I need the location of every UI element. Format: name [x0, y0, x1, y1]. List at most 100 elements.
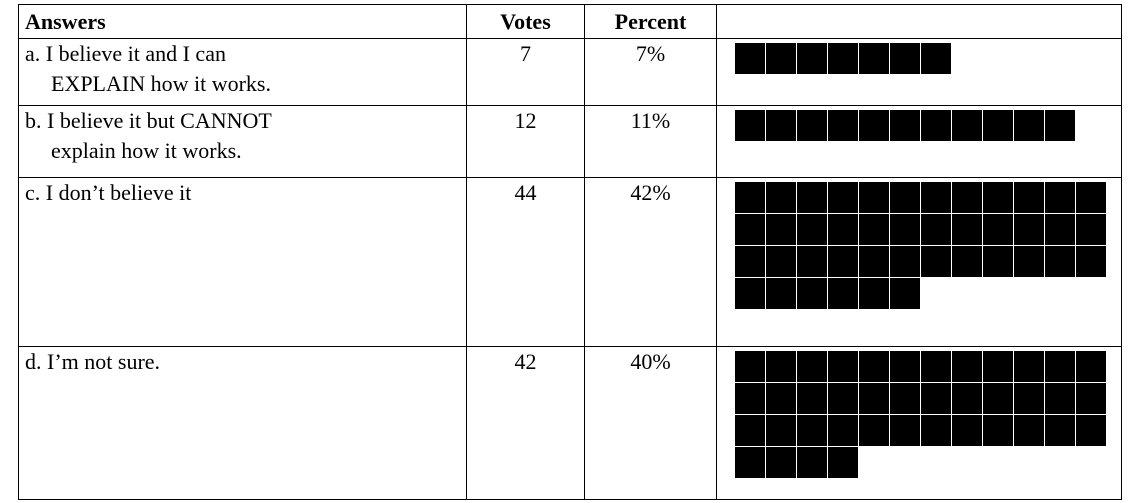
block [1076, 214, 1106, 245]
bar-cell [716, 346, 1122, 500]
block [797, 246, 827, 277]
answer-cell: b. I believe it but CANNOT explain how it… [18, 105, 467, 178]
block [828, 43, 858, 74]
block [766, 278, 796, 309]
block [952, 110, 982, 141]
results-table: Answers Votes Percent a. I believe it an… [18, 4, 1122, 500]
block [983, 110, 1013, 141]
block [890, 278, 920, 309]
block-group [735, 182, 1106, 309]
block [1014, 415, 1044, 446]
table-row: d. I’m not sure. 42 40% [18, 346, 1122, 500]
block [859, 351, 889, 382]
block [921, 214, 951, 245]
block [859, 214, 889, 245]
block [890, 415, 920, 446]
block [859, 383, 889, 414]
votes-cell: 12 [466, 105, 585, 178]
answer-cell: a. I believe it and I can EXPLAIN how it … [18, 38, 467, 106]
block [828, 415, 858, 446]
block [828, 278, 858, 309]
block [1076, 182, 1106, 213]
block [890, 110, 920, 141]
block [1014, 351, 1044, 382]
block [859, 43, 889, 74]
block [921, 246, 951, 277]
block [921, 182, 951, 213]
block [1014, 383, 1044, 414]
block [828, 447, 858, 478]
block [797, 383, 827, 414]
block [1076, 351, 1106, 382]
block [766, 383, 796, 414]
block [797, 214, 827, 245]
block [735, 383, 765, 414]
block-group [735, 110, 1075, 141]
block [1045, 383, 1075, 414]
block [766, 447, 796, 478]
percent-cell: 42% [584, 177, 717, 347]
answer-line: EXPLAIN how it works. [51, 71, 271, 96]
block [890, 43, 920, 74]
block [766, 214, 796, 245]
block [828, 383, 858, 414]
header-row: Answers Votes Percent [18, 4, 1122, 39]
block [797, 110, 827, 141]
block [1045, 110, 1075, 141]
block [735, 214, 765, 245]
block [1045, 214, 1075, 245]
answer-line: c. I don’t believe it [25, 180, 192, 205]
block [983, 214, 1013, 245]
block [766, 246, 796, 277]
block [735, 182, 765, 213]
block [828, 246, 858, 277]
block [735, 351, 765, 382]
block [1076, 415, 1106, 446]
votes-cell: 7 [466, 38, 585, 106]
table-row: c. I don’t believe it 44 42% [18, 177, 1122, 347]
bar-blocks [735, 110, 1075, 141]
header-cell: Votes [466, 4, 585, 39]
block [952, 351, 982, 382]
answer-line: a. I believe it and I can [25, 41, 226, 66]
block [1014, 214, 1044, 245]
answer-cell: d. I’m not sure. [18, 346, 467, 500]
block [921, 383, 951, 414]
block [797, 351, 827, 382]
block [890, 214, 920, 245]
percent-cell: 7% [584, 38, 717, 106]
block [797, 43, 827, 74]
answer-line: d. I’m not sure. [25, 349, 161, 374]
block [983, 383, 1013, 414]
block [766, 43, 796, 74]
answer-line: explain how it works. [51, 138, 242, 163]
block [766, 351, 796, 382]
block [952, 214, 982, 245]
block [766, 415, 796, 446]
block [890, 351, 920, 382]
block [828, 351, 858, 382]
block [1045, 246, 1075, 277]
block [735, 447, 765, 478]
table-row: b. I believe it but CANNOT explain how it… [18, 105, 1122, 178]
block-group [735, 43, 951, 74]
table-body: a. I believe it and I can EXPLAIN how it … [18, 38, 1122, 500]
votes-cell: 42 [466, 346, 585, 500]
answer-cell: c. I don’t believe it [18, 177, 467, 347]
block [1014, 182, 1044, 213]
block [1076, 246, 1106, 277]
percent-cell: 11% [584, 105, 717, 178]
block [983, 182, 1013, 213]
block [890, 182, 920, 213]
block [952, 182, 982, 213]
block [797, 278, 827, 309]
bar-blocks [735, 351, 1106, 478]
block [952, 415, 982, 446]
table-row: a. I believe it and I can EXPLAIN how it … [18, 38, 1122, 106]
block [921, 415, 951, 446]
bar-cell [716, 105, 1122, 178]
block [735, 110, 765, 141]
header-cell: Answers [18, 4, 467, 39]
block [952, 383, 982, 414]
block [983, 351, 1013, 382]
